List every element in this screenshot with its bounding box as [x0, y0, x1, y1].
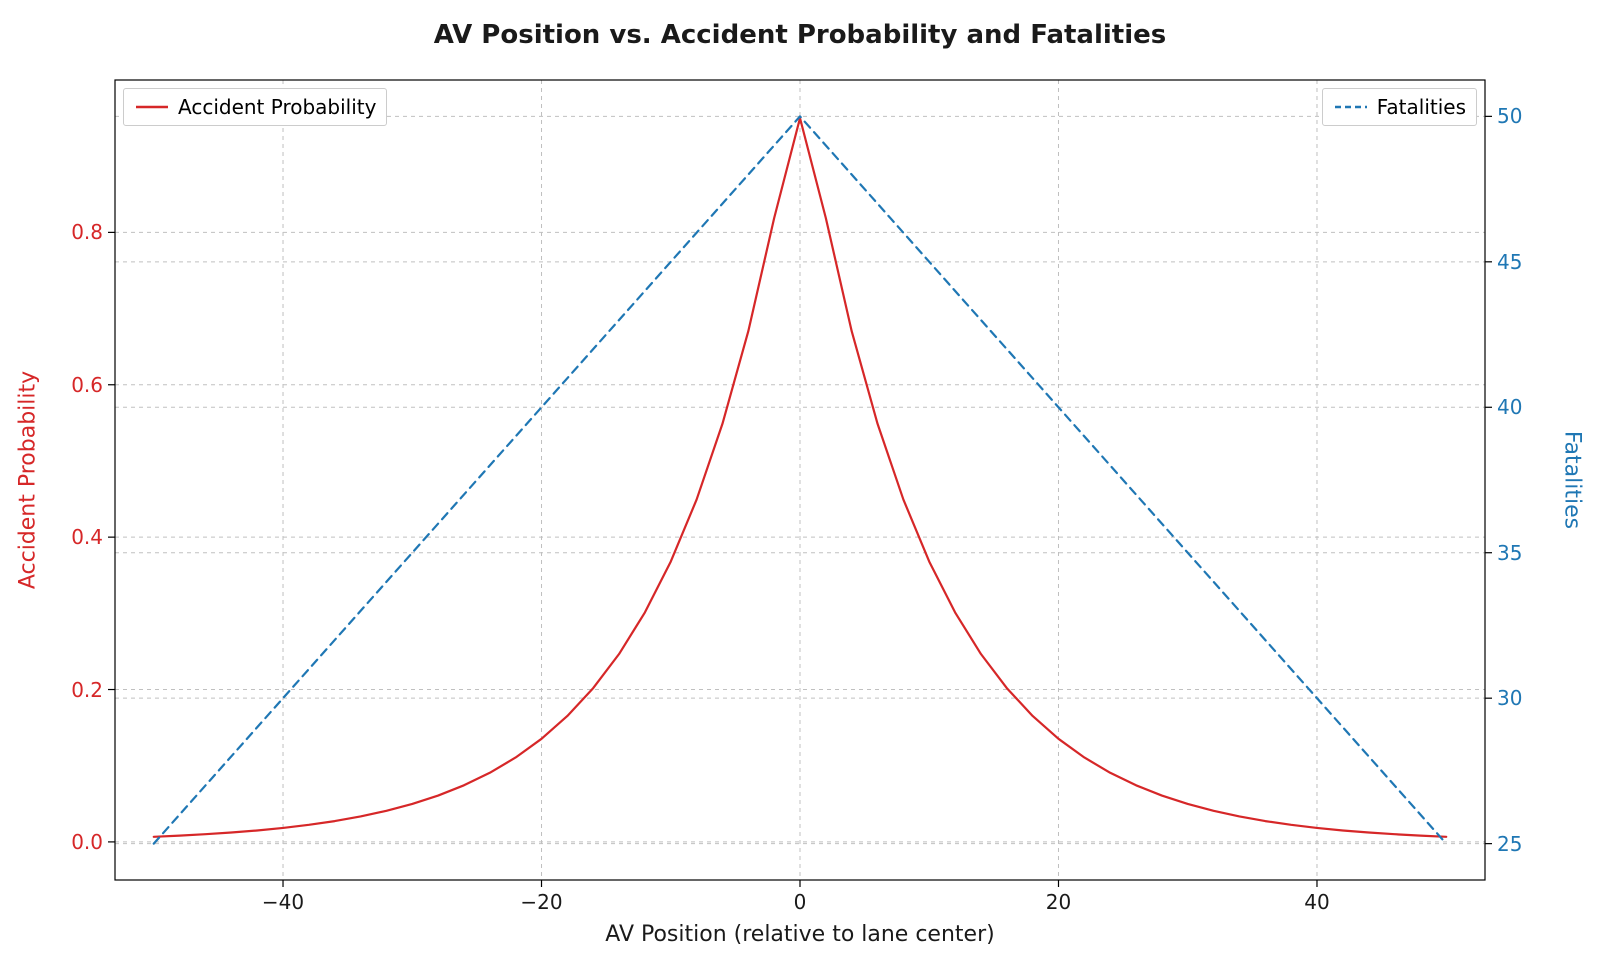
tick-label: 30 — [1497, 686, 1522, 710]
tick-label: 50 — [1497, 104, 1522, 128]
legend-right: Fatalities — [1322, 88, 1477, 126]
tick-label: −20 — [520, 890, 562, 914]
tick-label: 0.4 — [71, 525, 103, 549]
x-axis-label: AV Position (relative to lane center) — [0, 922, 1600, 947]
tick-label: 25 — [1497, 832, 1522, 856]
legend-left: Accident Probability — [123, 88, 387, 126]
legend-left-label: Accident Probability — [178, 95, 376, 119]
tick-label: 35 — [1497, 541, 1522, 565]
y-axis-left-label: Accident Probability — [16, 371, 41, 589]
tick-label: 0.8 — [71, 220, 103, 244]
legend-right-label: Fatalities — [1377, 95, 1466, 119]
legend-left-swatch — [134, 100, 170, 114]
tick-label: 0.2 — [71, 678, 103, 702]
tick-label: −40 — [262, 890, 304, 914]
legend-right-swatch — [1333, 100, 1369, 114]
chart-title: AV Position vs. Accident Probability and… — [0, 20, 1600, 50]
tick-label: 0.6 — [71, 373, 103, 397]
tick-label: 40 — [1497, 395, 1522, 419]
tick-label: 20 — [1046, 890, 1071, 914]
tick-label: 0 — [794, 890, 807, 914]
chart-svg — [0, 0, 1600, 958]
tick-label: 40 — [1304, 890, 1329, 914]
chart-container: AV Position vs. Accident Probability and… — [0, 0, 1600, 958]
tick-label: 45 — [1497, 250, 1522, 274]
y-axis-right-label: Fatalities — [1560, 431, 1585, 529]
tick-label: 0.0 — [71, 830, 103, 854]
